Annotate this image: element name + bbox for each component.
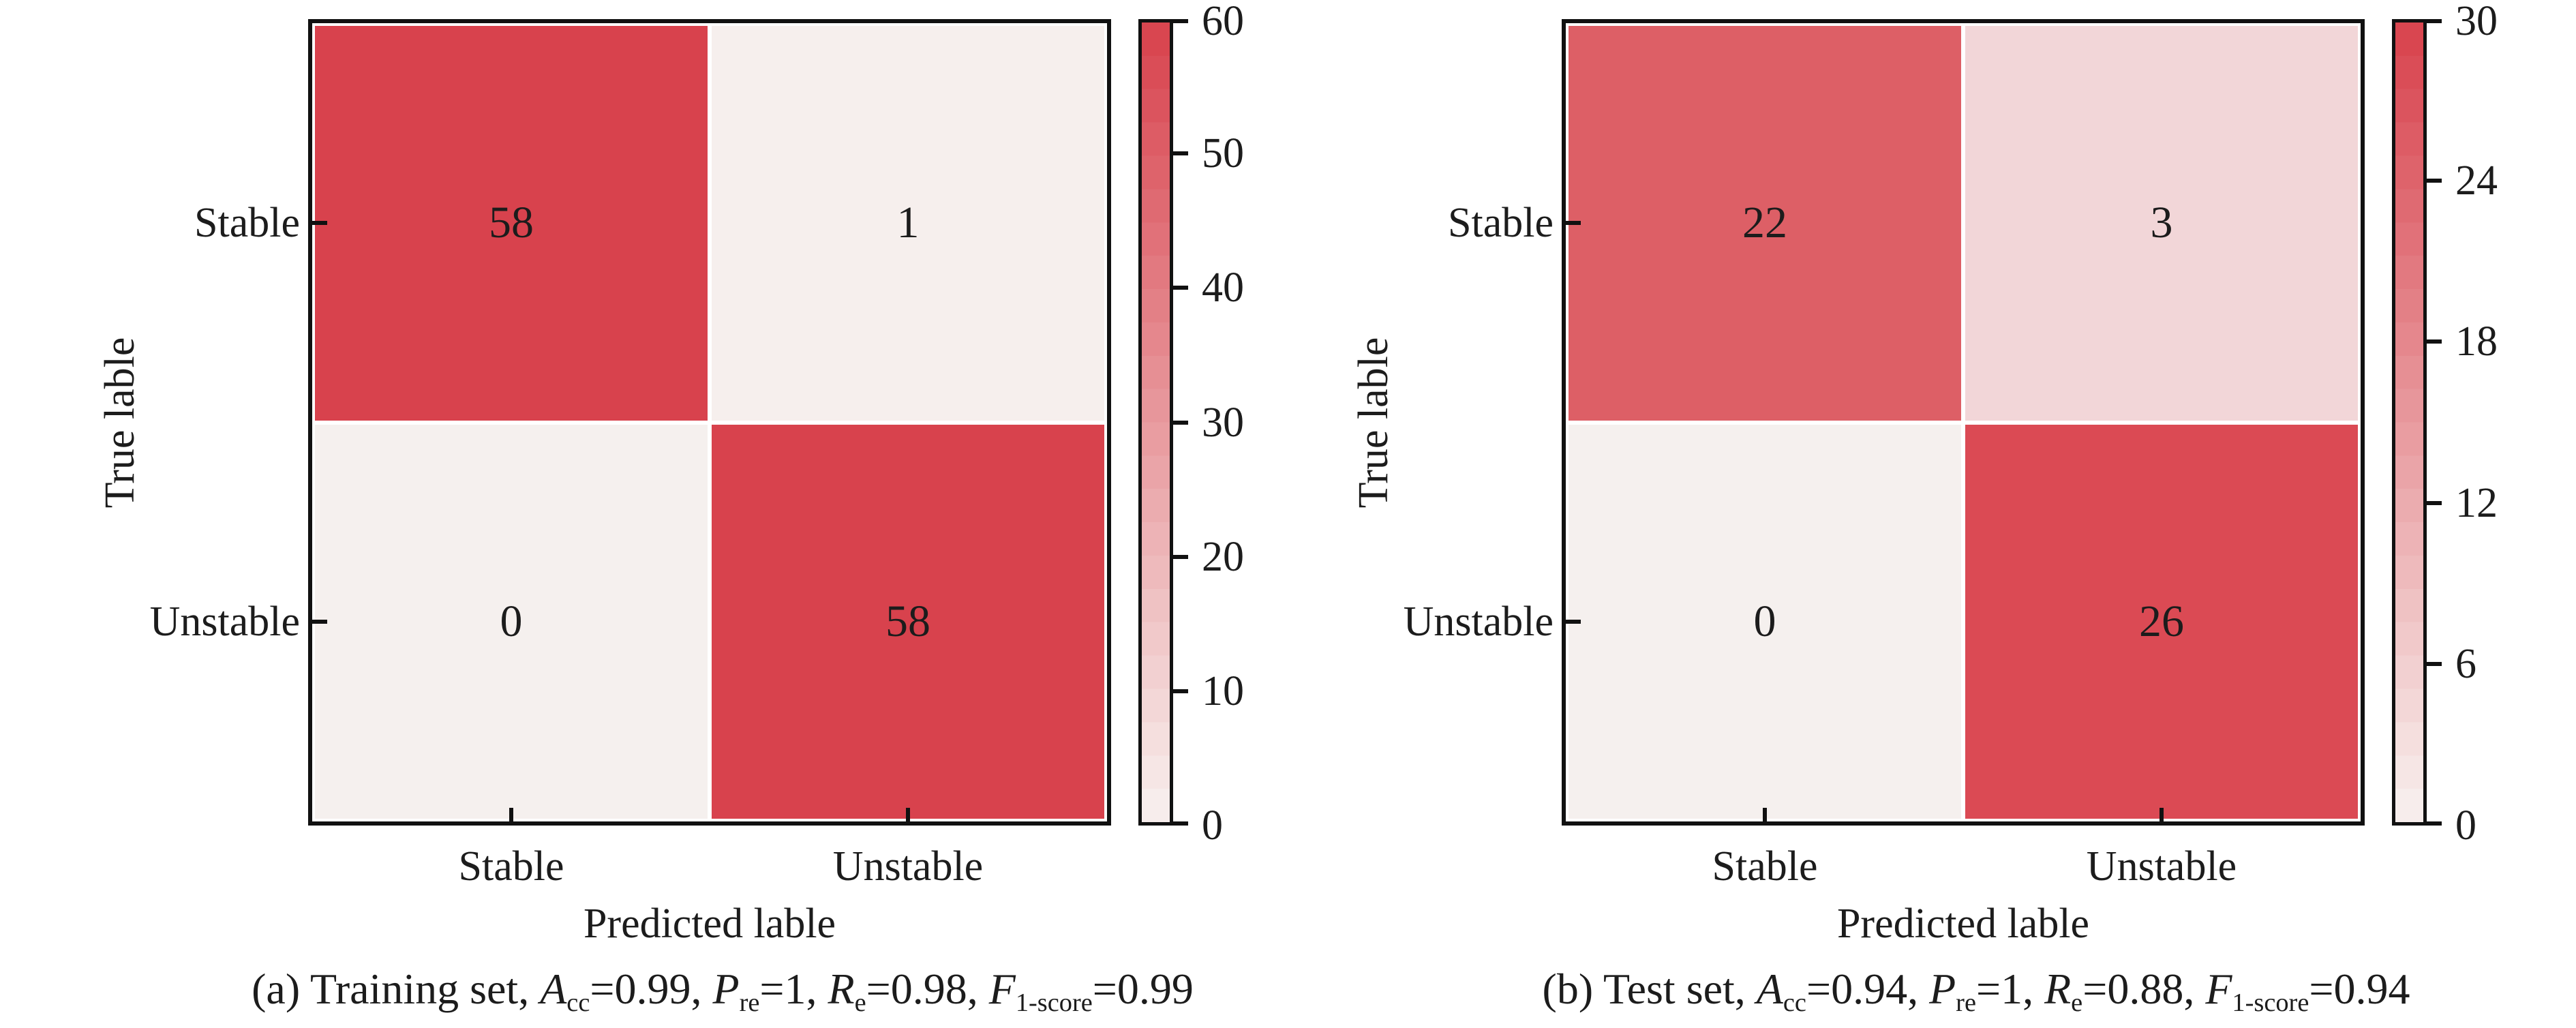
colorbar-tick-label: 12 [2455, 480, 2498, 526]
y-axis-title: True lable [97, 337, 143, 509]
colorbar-tick [1173, 286, 1188, 290]
x-tick-mark [509, 808, 513, 821]
y-tick-label-unstable: Unstable [1403, 599, 1554, 645]
colorbar-tick-label: 40 [1202, 264, 1244, 311]
x-tick-mark [906, 808, 910, 821]
colorbar-tick-label: 10 [1202, 668, 1244, 714]
colorbar-tick-label: 18 [2455, 318, 2498, 365]
cell-value: 58 [885, 596, 930, 646]
confusion-matrix-b: 22 3 0 26 [1562, 19, 2365, 826]
matrix-cell-a-1-1: 58 [712, 424, 1104, 819]
colorbar-tick [1173, 821, 1188, 826]
x-axis-title: Predicted lable [583, 901, 836, 947]
cell-value: 22 [1742, 198, 1787, 248]
colorbar-tick [2427, 19, 2442, 23]
y-tick-mark [1566, 221, 1581, 225]
colorbar-tick [2427, 501, 2442, 505]
matrix-cell-b-1-0: 0 [1569, 424, 1961, 819]
cell-value: 0 [1753, 596, 1776, 646]
colorbar-a [1138, 19, 1173, 826]
colorbar-tick [1173, 689, 1188, 693]
colorbar-tick-label: 60 [1202, 0, 1244, 44]
x-tick-mark [2160, 808, 2164, 821]
colorbar-tick-label: 30 [1202, 399, 1244, 446]
y-tick-mark [1566, 620, 1581, 624]
matrix-cell-b-0-1: 3 [1965, 26, 2358, 421]
y-tick-label-stable: Stable [1448, 200, 1554, 246]
colorbar-tick-label: 20 [1202, 534, 1244, 580]
colorbar-b [2392, 19, 2427, 826]
matrix-cell-b-0-0: 22 [1569, 26, 1961, 421]
cell-value: 0 [500, 596, 523, 646]
cell-value: 26 [2139, 596, 2184, 646]
cell-value: 58 [489, 198, 534, 248]
x-tick-label-stable: Stable [1712, 843, 1818, 890]
x-tick-label-unstable: Unstable [832, 843, 984, 890]
y-tick-label-unstable: Unstable [149, 599, 300, 645]
colorbar-tick-label: 0 [2455, 802, 2476, 849]
y-tick-mark [312, 620, 327, 624]
y-tick-mark [312, 221, 327, 225]
y-tick-label-stable: Stable [194, 200, 300, 246]
x-axis-title: Predicted lable [1836, 901, 2090, 947]
colorbar-tick-label: 30 [2455, 0, 2498, 44]
colorbar-tick-label: 50 [1202, 130, 1244, 177]
colorbar-tick [2427, 339, 2442, 344]
colorbar-tick [2427, 662, 2442, 666]
colorbar-tick [1173, 421, 1188, 425]
colorbar-tick [1173, 555, 1188, 559]
cell-value: 1 [896, 198, 920, 248]
colorbar-tick [2427, 179, 2442, 183]
matrix-cell-a-0-1: 1 [712, 26, 1104, 421]
matrix-cell-b-1-1: 26 [1965, 424, 2358, 819]
x-tick-mark [1763, 808, 1767, 821]
colorbar-tick [1173, 151, 1188, 155]
matrix-cell-a-0-0: 58 [315, 26, 708, 421]
colorbar-tick-label: 0 [1202, 802, 1223, 849]
colorbar-tick [1173, 19, 1188, 23]
cell-value: 3 [2150, 198, 2173, 248]
matrix-cell-a-1-0: 0 [315, 424, 708, 819]
panel-a-caption: (a) Training set, Acc=0.99, Pre=1, Re=0.… [252, 965, 1194, 1017]
y-axis-title: True lable [1350, 337, 1397, 509]
confusion-matrix-a: 58 1 0 58 [308, 19, 1111, 826]
panel-b-caption: (b) Test set, Acc=0.94, Pre=1, Re=0.88, … [1542, 965, 2410, 1017]
colorbar-tick-label: 6 [2455, 641, 2476, 687]
colorbar-tick-label: 24 [2455, 157, 2498, 204]
x-tick-label-stable: Stable [458, 843, 564, 890]
colorbar-tick [2427, 821, 2442, 826]
x-tick-label-unstable: Unstable [2086, 843, 2237, 890]
